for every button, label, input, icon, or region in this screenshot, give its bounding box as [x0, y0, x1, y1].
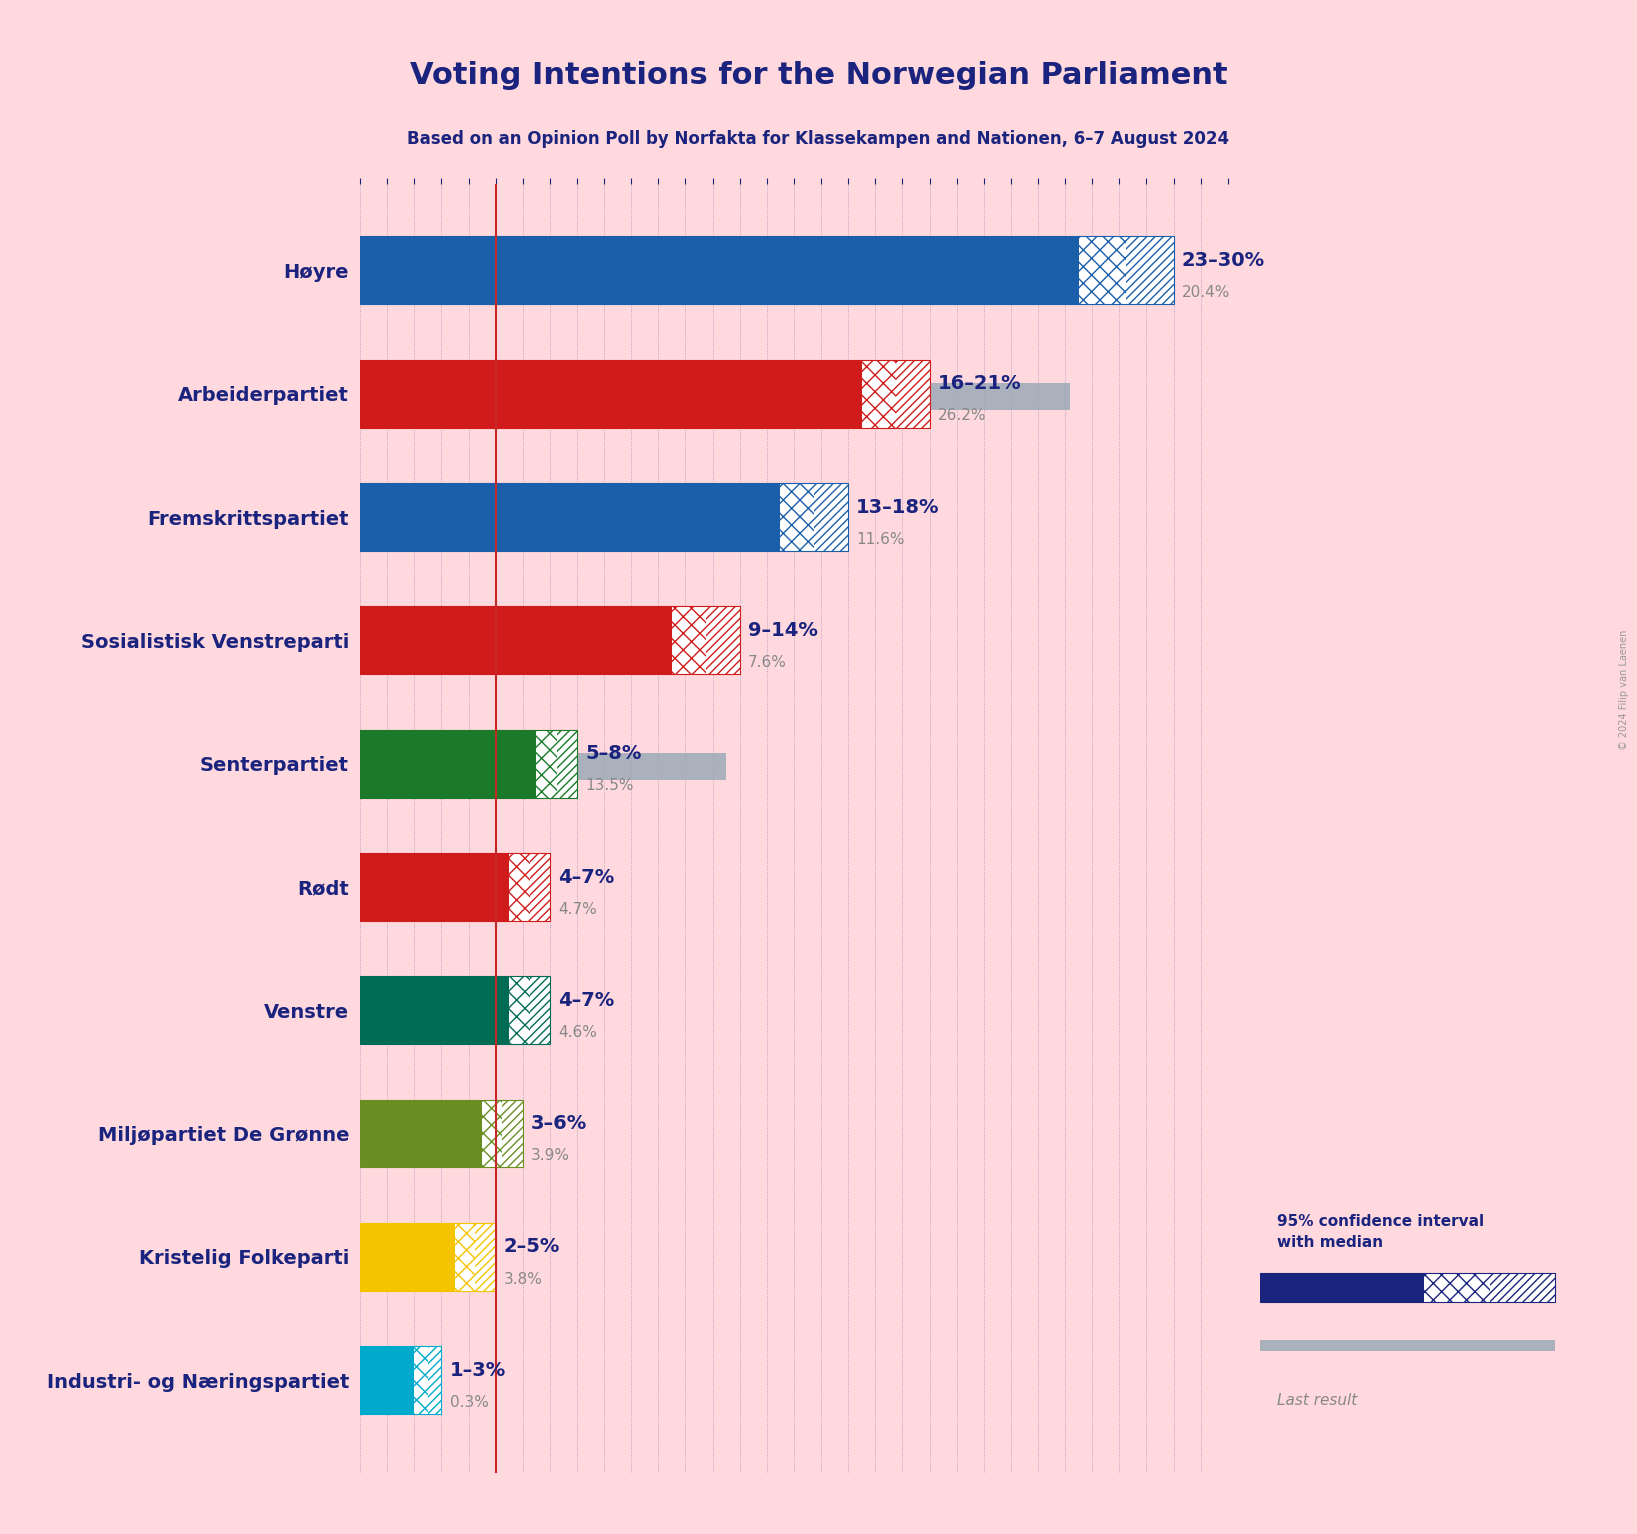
Bar — [895, 360, 930, 428]
Text: 7.6%: 7.6% — [748, 655, 787, 670]
Bar — [360, 483, 781, 551]
Bar — [509, 976, 530, 1045]
Bar — [360, 1347, 414, 1414]
Text: 11.6%: 11.6% — [856, 532, 905, 546]
Bar — [360, 259, 913, 287]
Text: 5–8%: 5–8% — [584, 744, 642, 764]
Bar — [1079, 236, 1126, 304]
Bar — [557, 730, 578, 798]
Text: 3.9%: 3.9% — [530, 1149, 570, 1163]
Text: 3–6%: 3–6% — [530, 1114, 588, 1134]
Bar — [360, 876, 488, 904]
Bar — [1260, 1273, 1424, 1301]
Text: Based on an Opinion Poll by Norfakta for Klassekampen and Nationen, 6–7 August 2: Based on an Opinion Poll by Norfakta for… — [408, 130, 1229, 149]
Text: 4.6%: 4.6% — [558, 1025, 598, 1040]
Bar — [360, 360, 861, 428]
Bar — [360, 853, 509, 920]
Text: 95% confidence interval
with median: 95% confidence interval with median — [1277, 1215, 1485, 1250]
Bar — [360, 382, 1071, 410]
Text: 4–7%: 4–7% — [558, 868, 614, 887]
Bar — [706, 606, 740, 675]
Bar — [530, 976, 550, 1045]
Text: Voting Intentions for the Norwegian Parliament: Voting Intentions for the Norwegian Parl… — [409, 61, 1228, 91]
Bar — [360, 753, 727, 779]
Text: 13–18%: 13–18% — [856, 497, 940, 517]
Bar — [360, 606, 671, 675]
Bar — [455, 1223, 475, 1290]
Bar — [427, 1347, 442, 1414]
Bar — [360, 1223, 455, 1290]
Bar — [530, 853, 550, 920]
Bar — [1424, 1273, 1490, 1301]
Bar — [360, 730, 537, 798]
Text: Last result: Last result — [1277, 1393, 1357, 1408]
Bar — [861, 360, 895, 428]
Text: 0.3%: 0.3% — [450, 1394, 488, 1410]
Text: 20.4%: 20.4% — [1182, 285, 1229, 301]
Text: 1–3%: 1–3% — [450, 1361, 506, 1379]
Text: 4–7%: 4–7% — [558, 991, 614, 1009]
Bar — [360, 976, 509, 1045]
Text: 9–14%: 9–14% — [748, 621, 818, 640]
Bar — [814, 483, 848, 551]
Bar — [1260, 1339, 1555, 1351]
Bar — [360, 1123, 467, 1149]
Text: 3.8%: 3.8% — [504, 1272, 543, 1287]
Bar — [781, 483, 814, 551]
Text: 16–21%: 16–21% — [938, 374, 1021, 393]
Bar — [1126, 236, 1174, 304]
Bar — [671, 606, 706, 675]
Text: © 2024 Filip van Laenen: © 2024 Filip van Laenen — [1619, 630, 1629, 750]
Bar — [414, 1347, 427, 1414]
Bar — [360, 236, 1079, 304]
Bar — [360, 506, 674, 532]
Text: 13.5%: 13.5% — [584, 778, 634, 793]
Bar — [537, 730, 557, 798]
Bar — [360, 999, 485, 1026]
Bar — [503, 1100, 522, 1167]
Text: 23–30%: 23–30% — [1182, 252, 1265, 270]
Bar — [360, 629, 566, 657]
Bar — [509, 853, 530, 920]
Bar — [360, 1368, 368, 1396]
Bar — [360, 1100, 483, 1167]
Text: 4.7%: 4.7% — [558, 902, 598, 917]
Bar — [1490, 1273, 1555, 1301]
Bar — [483, 1100, 503, 1167]
Text: 26.2%: 26.2% — [938, 408, 985, 423]
Bar — [475, 1223, 496, 1290]
Text: 2–5%: 2–5% — [504, 1238, 560, 1256]
Bar — [360, 1246, 463, 1273]
